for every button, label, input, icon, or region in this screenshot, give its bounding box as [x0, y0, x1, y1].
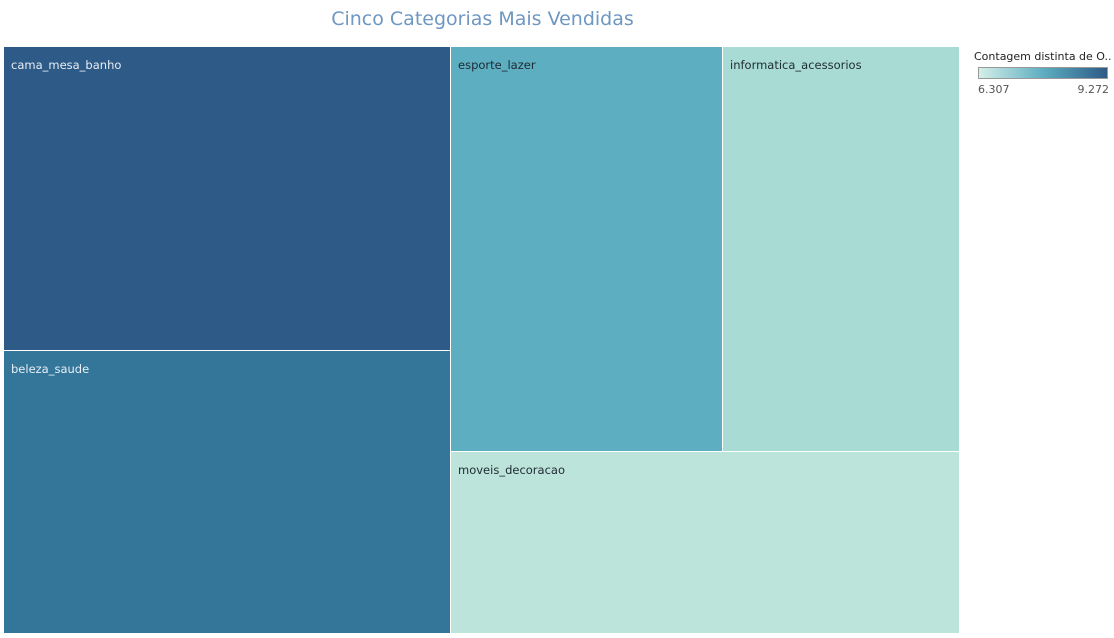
- treemap-cell-label: beleza_saude: [11, 362, 90, 376]
- legend-title: Contagem distinta de O..: [974, 50, 1112, 63]
- treemap-cell-informatica-acessorios[interactable]: informatica_acessorios: [723, 47, 960, 452]
- legend-min-label: 6.307: [978, 83, 1010, 96]
- treemap-cell-label: informatica_acessorios: [730, 58, 862, 72]
- treemap-cell-beleza-saude[interactable]: beleza_saude: [4, 351, 452, 634]
- legend-max-label: 9.272: [1077, 83, 1110, 96]
- treemap-cell-label: moveis_decoracao: [458, 462, 565, 477]
- treemap-cell-moveis-decoracao[interactable]: moveis_decoracao: [451, 451, 960, 634]
- treemap-cell-cama-mesa-banho[interactable]: cama_mesa_banho: [4, 47, 452, 351]
- treemap-cell-label: esporte_lazer: [458, 58, 536, 72]
- treemap-cell-esporte-lazer[interactable]: esporte_lazer: [451, 47, 723, 452]
- color-legend: Contagem distinta de O.. 6.307 9.272: [974, 50, 1114, 97]
- treemap-cell-label: cama_mesa_banho: [11, 58, 122, 72]
- treemap: cama_mesa_banho beleza_saude esporte_lazer…: [4, 47, 960, 634]
- chart-title: Cinco Categorias Mais Vendidas: [331, 8, 634, 30]
- legend-ticks: 6.307 9.272: [974, 83, 1109, 97]
- legend-color-ramp: [978, 67, 1108, 79]
